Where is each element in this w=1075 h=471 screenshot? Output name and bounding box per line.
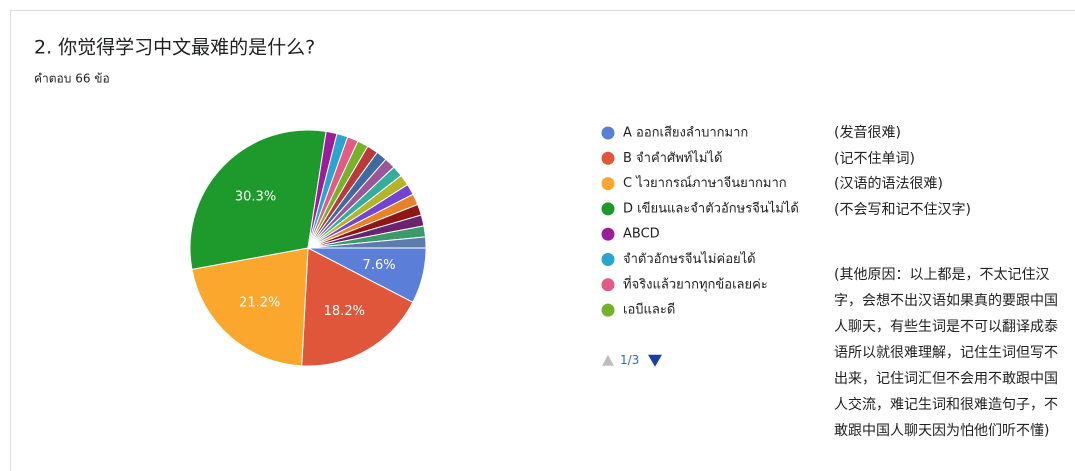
legend-dot xyxy=(601,177,615,191)
legend-label: D เขียนและจำตัวอักษรจีนไม่ได้ xyxy=(623,200,799,216)
slice-label: 18.2% xyxy=(324,304,365,319)
legend-dot xyxy=(601,202,615,216)
pager-next xyxy=(648,354,662,367)
slice-label: 7.6% xyxy=(363,258,396,273)
slice-label: 30.3% xyxy=(235,190,276,205)
pie-slice xyxy=(301,247,414,367)
note: (汉语的语法很难) xyxy=(834,176,943,192)
legend-dot xyxy=(601,151,615,165)
legend-label: A ออกเสียงลำบากมาก xyxy=(623,125,748,141)
subtitle: คำตอบ 66 ข้อ xyxy=(34,72,110,86)
legend-label: B จำคำศัพท์ไม่ได้ xyxy=(623,150,722,166)
pie-slice xyxy=(307,236,427,249)
legend-label: จำตัวอักษรจีนไม่ค่อยได้ xyxy=(623,251,756,267)
pager-prev xyxy=(602,354,614,366)
legend-label: ที่จริงแล้วยากทุกข้อเลยค่ะ xyxy=(623,275,768,292)
legend-label: เอบีและดี xyxy=(623,302,675,318)
legend-dot xyxy=(601,278,615,292)
note: (发音很难) xyxy=(834,125,901,141)
card xyxy=(10,10,1075,471)
note: (不会写和记不住汉字) xyxy=(834,202,971,218)
legend-label: ABCD xyxy=(623,227,660,242)
pager-text: 1/3 xyxy=(620,353,639,367)
legend-dot xyxy=(601,303,615,317)
pie-slice xyxy=(189,129,327,271)
chart-title: 2. 你觉得学习中文最难的是什么? xyxy=(34,37,315,59)
slice-label: 21.2% xyxy=(239,295,280,310)
pie-slice xyxy=(191,247,309,367)
legend-label: C ไวยากรณ์ภาษาจีนยากมาก xyxy=(623,175,787,191)
note: (记不住单词) xyxy=(834,151,915,167)
note: (其他原因：以上都是，不太记住汉字，会想不出汉语如果真的要跟中国人聊天，有些生词… xyxy=(834,267,1058,439)
legend-dot xyxy=(601,253,615,266)
legend-dot xyxy=(601,227,615,241)
legend-dot xyxy=(601,126,615,140)
